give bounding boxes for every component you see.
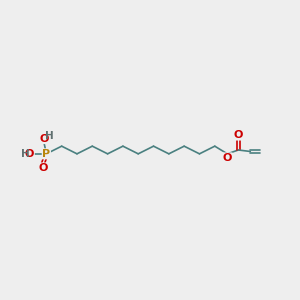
Text: H: H [45, 131, 54, 141]
Text: O: O [234, 130, 243, 140]
Text: O: O [25, 149, 34, 159]
Text: P: P [42, 149, 50, 159]
Text: O: O [40, 134, 49, 143]
Text: O: O [38, 163, 47, 173]
Text: H: H [21, 149, 29, 159]
Text: O: O [223, 153, 232, 163]
